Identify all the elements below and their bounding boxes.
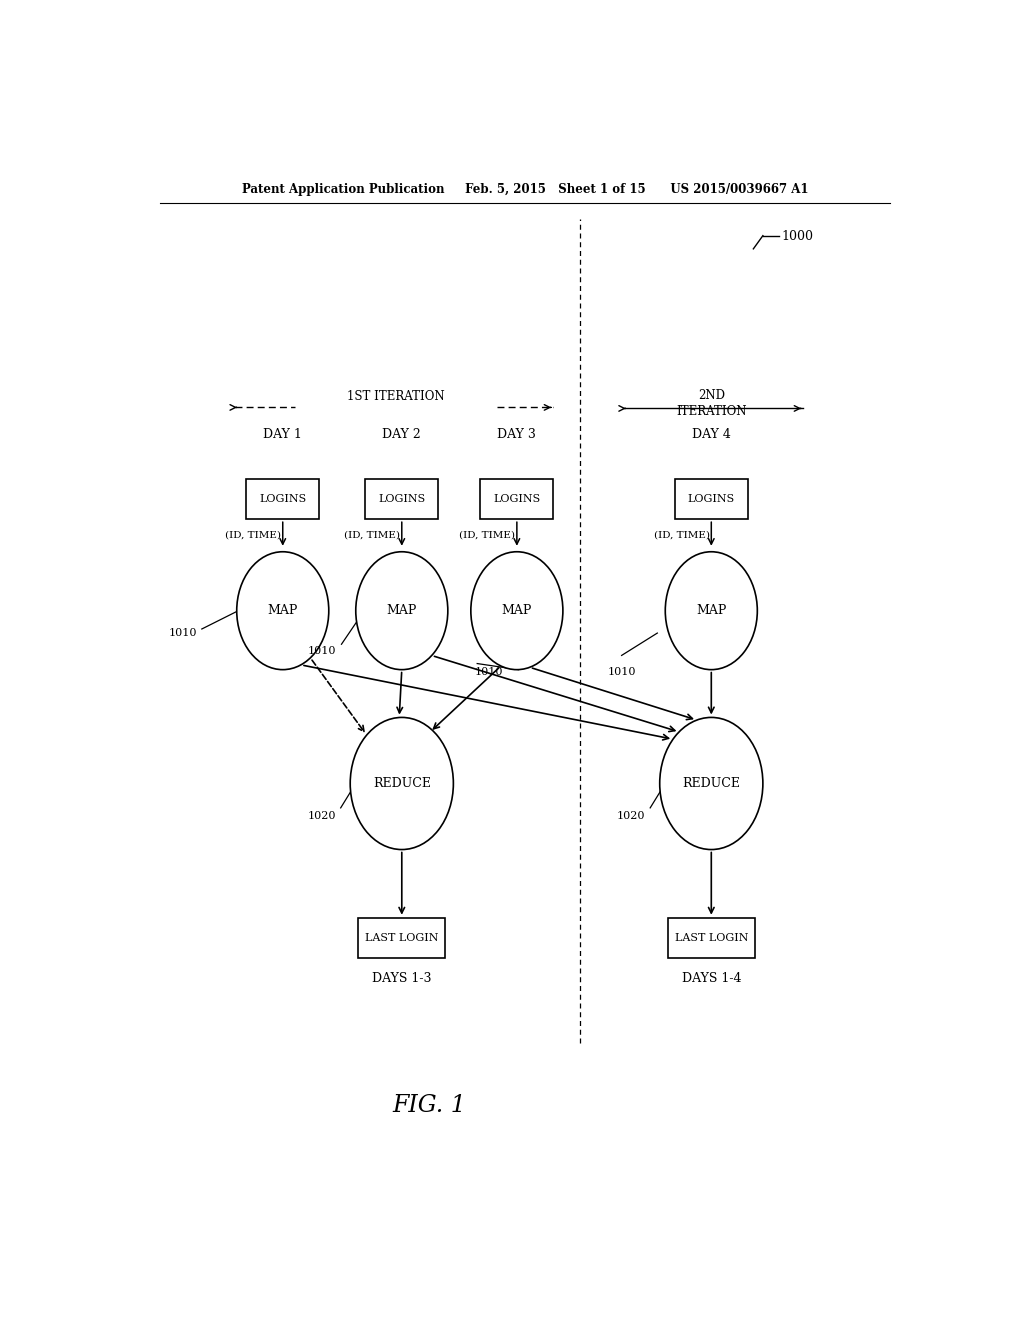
Text: DAY 4: DAY 4 [692, 429, 731, 441]
Text: MAP: MAP [267, 605, 298, 618]
Text: Patent Application Publication     Feb. 5, 2015   Sheet 1 of 15      US 2015/003: Patent Application Publication Feb. 5, 2… [242, 183, 808, 197]
Text: DAYS 1-4: DAYS 1-4 [682, 972, 741, 985]
Text: LAST LOGIN: LAST LOGIN [365, 933, 438, 942]
Text: (ID, TIME): (ID, TIME) [460, 531, 515, 540]
FancyBboxPatch shape [668, 917, 755, 958]
Circle shape [237, 552, 329, 669]
Text: 1010: 1010 [475, 667, 504, 677]
Circle shape [471, 552, 563, 669]
Text: DAY 2: DAY 2 [382, 429, 421, 441]
Text: LOGINS: LOGINS [688, 494, 735, 504]
Text: (ID, TIME): (ID, TIME) [225, 531, 282, 540]
FancyBboxPatch shape [246, 479, 319, 519]
Text: DAY 1: DAY 1 [263, 429, 302, 441]
Circle shape [666, 552, 758, 669]
Text: LOGINS: LOGINS [378, 494, 425, 504]
FancyBboxPatch shape [675, 479, 748, 519]
Text: 1000: 1000 [781, 230, 813, 243]
Text: (ID, TIME): (ID, TIME) [344, 531, 400, 540]
Text: REDUCE: REDUCE [682, 777, 740, 789]
Text: MAP: MAP [387, 605, 417, 618]
Text: 1ST ITERATION: 1ST ITERATION [347, 391, 444, 404]
Text: 1010: 1010 [608, 667, 637, 677]
Text: (ID, TIME): (ID, TIME) [653, 531, 710, 540]
Text: 2ND: 2ND [697, 389, 725, 403]
Text: DAY 3: DAY 3 [498, 429, 537, 441]
Circle shape [355, 552, 447, 669]
Text: 1020: 1020 [307, 810, 336, 821]
Text: DAYS 1-3: DAYS 1-3 [372, 972, 431, 985]
Text: 1010: 1010 [307, 647, 336, 656]
Text: ITERATION: ITERATION [676, 405, 746, 417]
Text: LOGINS: LOGINS [259, 494, 306, 504]
FancyBboxPatch shape [358, 917, 445, 958]
Text: FIG. 1: FIG. 1 [392, 1094, 467, 1117]
Text: MAP: MAP [502, 605, 532, 618]
Text: 1020: 1020 [616, 810, 645, 821]
Text: MAP: MAP [696, 605, 726, 618]
FancyBboxPatch shape [480, 479, 553, 519]
Circle shape [350, 718, 454, 850]
Text: 1010: 1010 [169, 628, 197, 638]
Circle shape [659, 718, 763, 850]
Text: REDUCE: REDUCE [373, 777, 431, 789]
FancyBboxPatch shape [366, 479, 438, 519]
Text: LAST LOGIN: LAST LOGIN [675, 933, 749, 942]
Text: LOGINS: LOGINS [494, 494, 541, 504]
